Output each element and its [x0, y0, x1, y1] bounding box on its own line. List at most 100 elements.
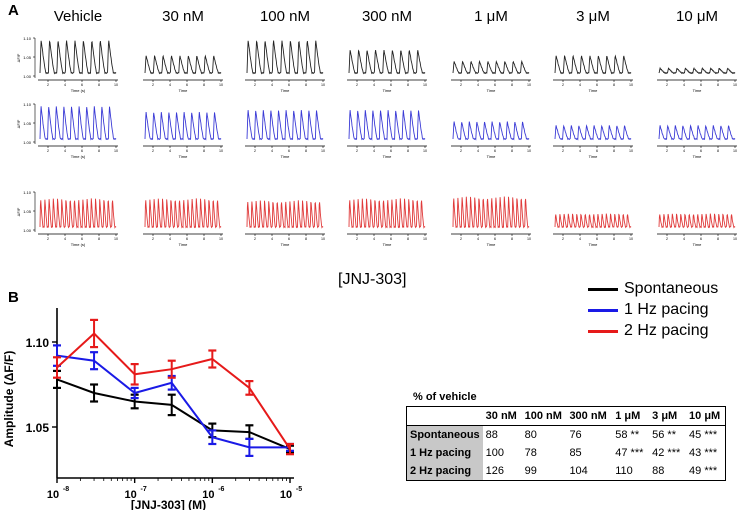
- row-label-cell: Spontaneous: [406, 425, 483, 444]
- x-tick-label: 8: [407, 237, 409, 241]
- x-axis-label: Time: [281, 154, 291, 159]
- trace-2-0: 2 4 6 8 10 Time (s): [38, 198, 118, 247]
- trace-line: [144, 198, 222, 229]
- x-tick-label: 2: [562, 149, 564, 153]
- x-tick-label: 8: [98, 149, 100, 153]
- x-tick-label: 6: [390, 237, 392, 241]
- table-title: % of vehicle: [413, 391, 477, 403]
- table-header-cell: 3 μM: [649, 406, 687, 426]
- x-tick-label: 6: [700, 149, 702, 153]
- x-axis-label: Time: [281, 242, 291, 247]
- legend-swatch: [588, 330, 618, 333]
- panel-b-letter: B: [8, 289, 19, 306]
- x-tick-label: 10: [219, 149, 223, 153]
- column-header: Vehicle: [53, 8, 103, 25]
- table-header-cell: 10 μM: [686, 406, 726, 426]
- data-point: [130, 386, 139, 400]
- x-tick-label: 2: [47, 237, 49, 241]
- value-cell: 58 **: [615, 429, 640, 441]
- x-tick-label: 6: [596, 149, 598, 153]
- x-tick-label: 6: [390, 149, 392, 153]
- x-tick-label: 2: [460, 83, 462, 87]
- x-tick-label: 8: [511, 149, 513, 153]
- x-tick-label: 2: [152, 83, 154, 87]
- x-axis-label: Time: [179, 88, 189, 93]
- data-point: [245, 437, 254, 457]
- x-axis-label: Time: [179, 242, 189, 247]
- x-tick-label: 6: [596, 83, 598, 87]
- value-cell: 42 ***: [652, 447, 681, 459]
- x-tick-label: 4: [271, 237, 273, 241]
- data-point: [53, 356, 61, 379]
- x-tick-label: 10: [202, 489, 214, 501]
- x-tick-label: 8: [613, 149, 615, 153]
- data-point: [208, 429, 217, 446]
- value-cell: 100: [485, 447, 505, 459]
- table-row: 2 Hz pacing 126 99 104 110 88 49 ***: [406, 462, 726, 481]
- trace-line: [658, 213, 736, 229]
- trace-line: [554, 54, 632, 75]
- x-axis-label: Time: [589, 88, 599, 93]
- trace-line: [144, 54, 222, 75]
- data-point: [286, 442, 294, 456]
- y-axis-label: ΔF/F: [16, 53, 21, 62]
- x-axis-label: Time (s): [71, 88, 86, 93]
- y-axis-label: ΔF/F: [16, 119, 21, 128]
- column-header: 300 nM: [361, 8, 413, 25]
- data-point: [90, 318, 99, 349]
- x-tick-label: 8: [613, 237, 615, 241]
- y-tick-label: 1.05: [23, 209, 32, 214]
- x-tick-label: 2: [47, 83, 49, 87]
- trace-line: [554, 213, 632, 229]
- trace-y-axis: 1.10 1.05 1.00 ΔF/F: [16, 102, 36, 145]
- data-point: [167, 393, 176, 417]
- data-point: [245, 379, 254, 396]
- legend-label: 1 Hz pacing: [624, 301, 709, 318]
- x-tick-label: 4: [579, 149, 581, 153]
- x-axis-label: Time: [693, 154, 703, 159]
- panel-a-letter: A: [8, 2, 19, 19]
- x-tick-label: 8: [407, 83, 409, 87]
- trace-y-axis: 1.10 1.05 1.00 ΔF/F: [16, 190, 36, 233]
- value-cell: 85: [569, 447, 582, 459]
- x-tick-label: 4: [683, 237, 685, 241]
- x-tick-label: 2: [152, 149, 154, 153]
- value-cell: 88: [652, 465, 665, 477]
- x-axis-label: Time: [693, 242, 703, 247]
- trace-0-3: 2 4 6 8 10 Time: [347, 49, 427, 93]
- x-tick-label: 4: [271, 149, 273, 153]
- x-tick-label: 10: [321, 83, 325, 87]
- trace-line: [39, 198, 117, 229]
- x-tick-label: 4: [64, 149, 66, 153]
- y-tick-label: 1.00: [23, 74, 32, 79]
- y-axis-label: Amplitude (ΔF/F): [2, 351, 16, 448]
- x-tick-label: 8: [407, 149, 409, 153]
- trace-line: [658, 66, 736, 75]
- x-axis-label: Time: [589, 154, 599, 159]
- x-axis-label: Time: [383, 242, 393, 247]
- x-tick-label: 4: [373, 237, 375, 241]
- x-tick-exponent: -6: [218, 486, 224, 493]
- x-tick-label: 6: [186, 237, 188, 241]
- x-tick-label: 6: [288, 83, 290, 87]
- x-tick-exponent: -8: [63, 486, 69, 493]
- x-tick-label: 10: [321, 149, 325, 153]
- column-header: 30 nM: [162, 8, 204, 25]
- x-tick-label: 2: [460, 149, 462, 153]
- x-tick-label: 2: [254, 149, 256, 153]
- x-tick-label: 2: [254, 237, 256, 241]
- x-tick-label: 6: [700, 83, 702, 87]
- trace-1-5: 2 4 6 8 10 Time: [553, 124, 633, 159]
- x-tick-label: 6: [390, 83, 392, 87]
- x-tick-label: 10: [219, 83, 223, 87]
- x-tick-label: 4: [683, 149, 685, 153]
- row-label-cell: 2 Hz pacing: [406, 462, 483, 481]
- x-tick-label: 4: [477, 83, 479, 87]
- x-tick-label: 2: [356, 237, 358, 241]
- x-tick-label: 8: [511, 83, 513, 87]
- y-tick-label: 1.05: [23, 121, 32, 126]
- trace-2-5: 2 4 6 8 10 Time: [553, 213, 633, 247]
- x-tick-label: 8: [613, 83, 615, 87]
- value-cell: 76: [569, 429, 582, 441]
- trace-2-6: 2 4 6 8 10 Time: [657, 213, 737, 247]
